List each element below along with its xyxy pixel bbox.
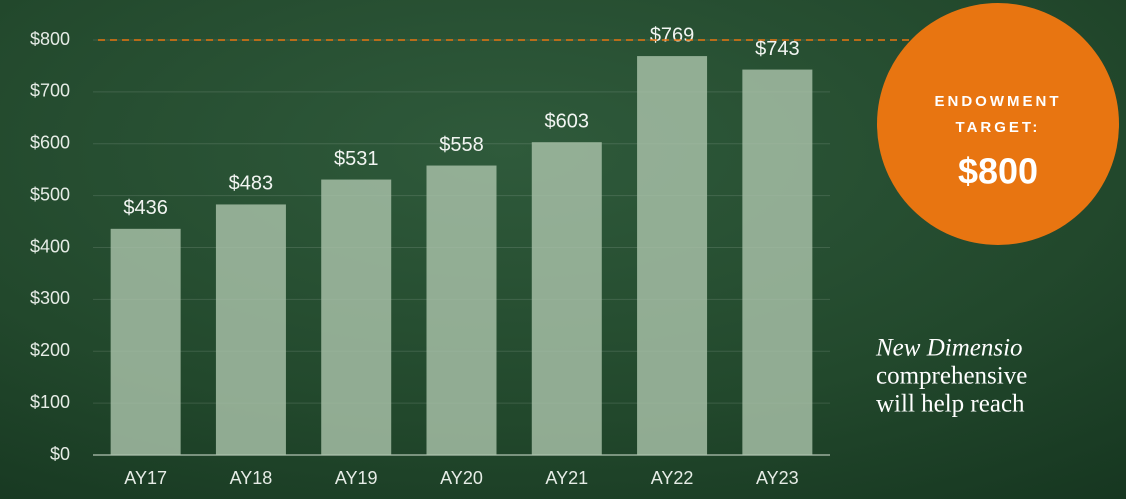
note-line: comprehensive xyxy=(876,363,1027,390)
bar xyxy=(531,142,602,455)
value-label: $483 xyxy=(229,173,274,195)
value-label: $531 xyxy=(334,148,379,170)
target-label: ENDOWMENT xyxy=(935,93,1062,110)
x-tick-label: AY22 xyxy=(651,468,694,488)
note-line: New Dimensio xyxy=(875,335,1023,362)
value-label: $743 xyxy=(755,38,800,60)
bar xyxy=(742,69,813,455)
y-tick-label: $200 xyxy=(30,340,70,360)
target-value: $800 xyxy=(958,151,1038,192)
x-tick-label: AY18 xyxy=(230,468,273,488)
y-tick-label: $600 xyxy=(30,133,70,153)
target-label: TARGET: xyxy=(956,119,1041,136)
x-tick-label: AY17 xyxy=(124,468,167,488)
bar xyxy=(321,179,392,455)
bar xyxy=(215,204,286,455)
note-line: will help reach xyxy=(876,391,1025,418)
value-label: $558 xyxy=(439,134,484,156)
target-badge xyxy=(877,3,1119,245)
y-tick-label: $300 xyxy=(30,288,70,308)
y-tick-label: $700 xyxy=(30,81,70,101)
bar xyxy=(637,56,708,456)
x-tick-label: AY19 xyxy=(335,468,378,488)
value-label: $769 xyxy=(650,24,695,46)
bar xyxy=(426,165,497,455)
y-tick-label: $400 xyxy=(30,236,70,256)
y-tick-label: $0 xyxy=(50,444,70,464)
y-tick-label: $100 xyxy=(30,392,70,412)
x-tick-label: AY21 xyxy=(545,468,588,488)
y-tick-label: $500 xyxy=(30,184,70,204)
bar xyxy=(110,228,181,455)
x-tick-label: AY23 xyxy=(756,468,799,488)
value-label: $603 xyxy=(545,110,590,132)
x-tick-label: AY20 xyxy=(440,468,483,488)
value-label: $436 xyxy=(123,197,168,219)
y-tick-label: $800 xyxy=(30,29,70,49)
